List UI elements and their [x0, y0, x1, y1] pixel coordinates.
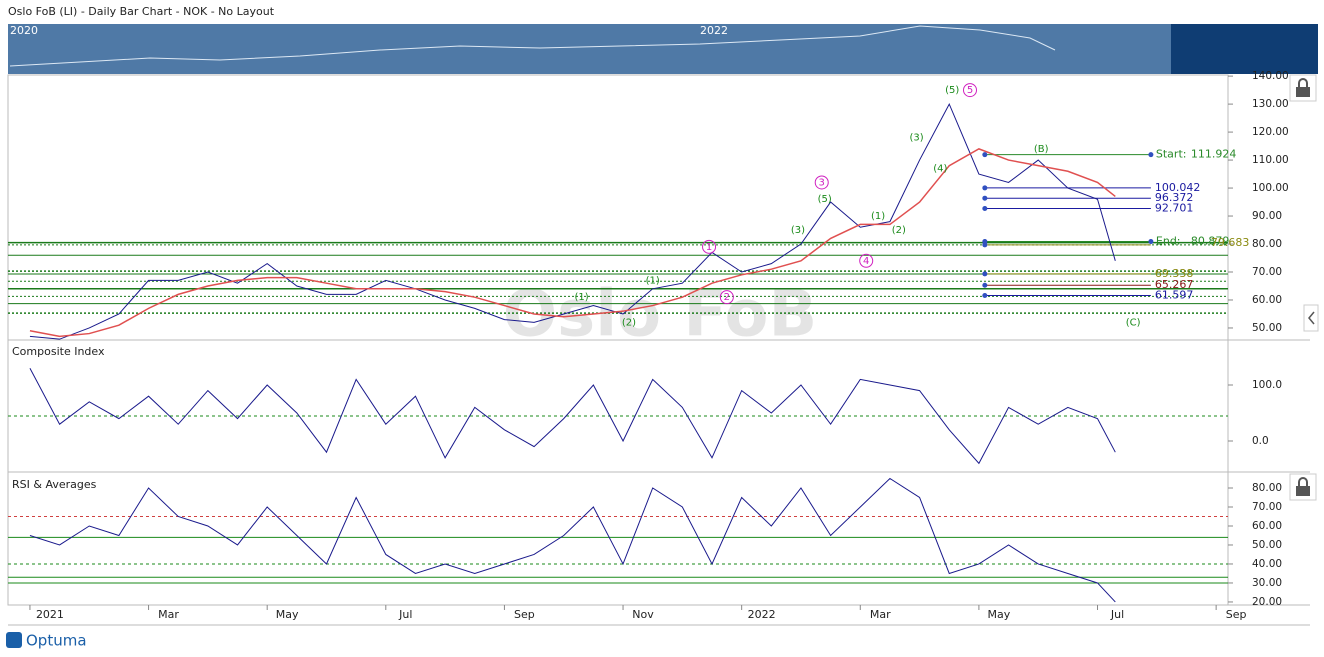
wave-circle: [963, 83, 978, 98]
x-tick-label: Jul: [398, 608, 412, 621]
brand-logo: [6, 632, 22, 648]
y-tick-label: 60.00: [1252, 294, 1282, 306]
wave-label: (4): [933, 163, 947, 174]
x-tick-label: May: [276, 608, 299, 621]
y-tick-label: 80.00: [1252, 238, 1282, 250]
navigator-line: [9, 25, 1056, 67]
navigator[interactable]: [8, 24, 1171, 74]
fib-handle: [982, 271, 988, 277]
fib-value: 92.701: [1155, 201, 1194, 214]
panel-title: Composite Index: [12, 345, 105, 358]
x-tick-label: Nov: [632, 608, 654, 621]
x-tick-label: Jul: [1110, 608, 1124, 621]
navigator-label: 2020: [10, 24, 38, 37]
watermark: Oslo FoB: [503, 278, 818, 352]
y-tick-label: 50.00: [1252, 539, 1282, 551]
y-tick-label: 140.00: [1252, 70, 1289, 82]
fib-handle: [982, 152, 988, 158]
brand-name: Optuma: [26, 632, 87, 650]
fib-handle: [982, 242, 988, 248]
chart-title: Oslo FoB (LI) - Daily Bar Chart - NOK - …: [8, 5, 275, 18]
y-tick-label: 60.00: [1252, 520, 1282, 532]
fib-label: Start:: [1156, 148, 1187, 161]
fib-handle: [1148, 152, 1154, 158]
fib-value: 111.924: [1191, 148, 1237, 161]
navigator-label: 2022: [700, 24, 728, 37]
y-tick-label: 120.00: [1252, 126, 1289, 138]
fib-handle: [982, 205, 988, 211]
wave-label: 3: [819, 177, 825, 188]
lock-button[interactable]: [1289, 473, 1317, 501]
y-tick-label: 130.00: [1252, 98, 1289, 110]
wave-label: (3): [910, 133, 924, 144]
fib-label: End:: [1156, 235, 1181, 248]
x-tick-label: 2022: [748, 608, 776, 621]
y-tick-label: 50.00: [1252, 322, 1282, 334]
x-tick-label: Sep: [1226, 608, 1247, 621]
wave-label: (B): [1034, 144, 1049, 155]
x-tick-label: May: [988, 608, 1011, 621]
y-tick-label: 100.00: [1252, 182, 1289, 194]
wave-label: (3): [791, 225, 805, 236]
panel-title: RSI & Averages: [12, 478, 97, 491]
fib-handle: [982, 293, 988, 299]
y-tick-label: 40.00: [1252, 558, 1282, 570]
y-tick-label: 90.00: [1252, 210, 1282, 222]
wave-label: (2): [622, 317, 636, 328]
fib-handle: [1148, 239, 1154, 245]
fib-value: 79.683: [1211, 236, 1250, 249]
x-tick-label: Sep: [514, 608, 535, 621]
wave-label: 5: [967, 85, 973, 96]
y-tick-label: 70.00: [1252, 501, 1282, 513]
x-tick-label: 2021: [36, 608, 64, 621]
y-tick-label: 110.00: [1252, 154, 1289, 166]
rsi-line: [29, 477, 1116, 603]
wave-circle: [702, 239, 717, 254]
y-tick-label: 100.0: [1252, 379, 1282, 391]
composite-line: [29, 367, 1116, 465]
y-tick-label: 70.00: [1252, 266, 1282, 278]
wave-label: 4: [863, 256, 869, 267]
y-tick-label: 30.00: [1252, 577, 1282, 589]
wave-label: (2): [892, 225, 906, 236]
y-tick-label: 80.00: [1252, 482, 1282, 494]
wave-circle: [719, 290, 734, 305]
x-tick-label: Mar: [158, 608, 179, 621]
fib-value: 65.267: [1155, 278, 1194, 291]
fib-handle: [982, 282, 988, 288]
wave-label: (C): [1126, 317, 1141, 328]
y-tick-label: 20.00: [1252, 596, 1282, 608]
lock-button[interactable]: [1289, 74, 1317, 102]
price-line: [29, 102, 1116, 340]
wave-label: (1): [574, 292, 588, 303]
moving-average: [29, 148, 1116, 338]
fib-value: 69.338: [1155, 267, 1194, 280]
wave-label: (1): [646, 275, 660, 286]
collapse-button[interactable]: [1303, 304, 1319, 332]
x-tick-label: Mar: [870, 608, 891, 621]
wave-label: 2: [724, 292, 730, 303]
fib-value: 100.042: [1155, 181, 1201, 194]
navigator-future: [1171, 24, 1318, 74]
fib-value: 61.597: [1155, 289, 1194, 302]
fib-handle: [982, 185, 988, 191]
wave-label: (5): [945, 85, 959, 96]
y-tick-label: 0.0: [1252, 435, 1269, 447]
wave-label: (1): [871, 211, 885, 222]
wave-circle: [859, 253, 874, 268]
wave-label: (5): [818, 194, 832, 205]
fib-value: 80.879: [1191, 235, 1230, 248]
wave-label: 1: [706, 242, 712, 253]
fib-handle: [982, 195, 988, 201]
wave-circle: [814, 175, 829, 190]
fib-value: 96.372: [1155, 191, 1194, 204]
